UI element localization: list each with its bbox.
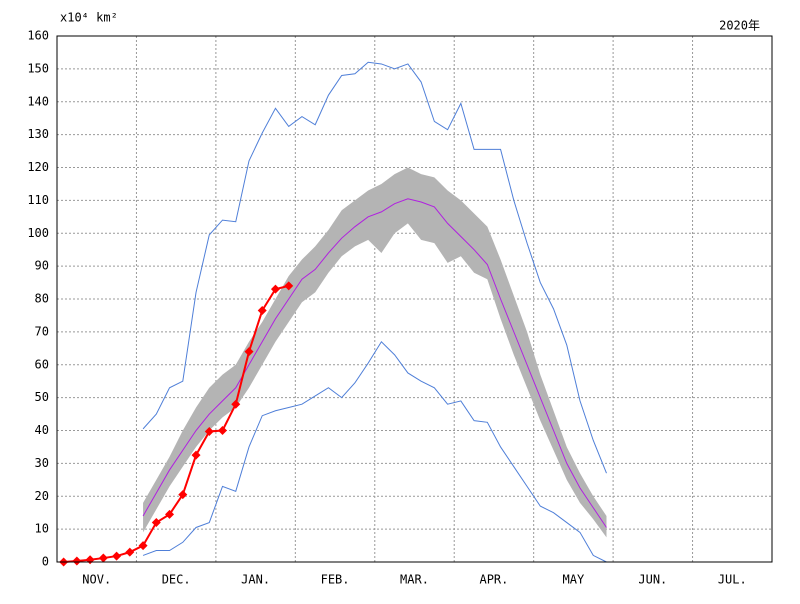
marker — [244, 347, 254, 357]
y-tick-label: 80 — [35, 292, 49, 306]
y-tick-label: 150 — [27, 61, 49, 75]
y-unit-label: x10⁴ km² — [60, 11, 118, 25]
series-line — [142, 198, 607, 528]
marker — [125, 547, 135, 557]
y-tick-label: 50 — [35, 390, 49, 404]
x-tick-label: JAN. — [241, 573, 270, 587]
marker — [165, 509, 175, 519]
x-tick-label: APR. — [479, 573, 508, 587]
series-line — [142, 61, 607, 474]
y-tick-label: 30 — [35, 456, 49, 470]
marker — [257, 306, 267, 316]
y-tick-label: 130 — [27, 127, 49, 141]
y-tick-label: 120 — [27, 160, 49, 174]
marker — [138, 541, 148, 551]
marker — [191, 450, 201, 460]
marker — [72, 556, 82, 566]
marker — [270, 284, 280, 294]
y-tick-label: 90 — [35, 259, 49, 273]
x-tick-label: MAY — [563, 573, 585, 587]
marker — [151, 518, 161, 528]
std-band — [143, 167, 607, 538]
marker — [231, 399, 241, 409]
x-tick-label: NOV. — [82, 573, 111, 587]
marker — [218, 426, 228, 435]
x-tick-label: JUL. — [718, 573, 747, 587]
marker — [178, 490, 188, 500]
x-tick-label: MAR. — [400, 573, 429, 587]
marker — [284, 281, 294, 291]
y-tick-label: 60 — [35, 357, 49, 371]
y-tick-label: 160 — [27, 29, 49, 43]
x-tick-label: JUN. — [638, 573, 667, 587]
x-tick-label: FEB. — [321, 573, 350, 587]
y-tick-label: 0 — [42, 555, 49, 569]
x-tick-label: DEC. — [162, 573, 191, 587]
y-tick-label: 110 — [27, 193, 49, 207]
series-line — [142, 340, 607, 563]
marker — [204, 426, 214, 436]
y-tick-label: 10 — [35, 522, 49, 536]
y-tick-label: 20 — [35, 489, 49, 503]
y-tick-label: 140 — [27, 94, 49, 108]
y-tick-label: 100 — [27, 226, 49, 240]
marker — [98, 553, 108, 563]
y-tick-label: 40 — [35, 423, 49, 437]
plot-frame — [56, 35, 773, 563]
year-label: 2020年 — [719, 19, 760, 33]
marker — [112, 551, 122, 561]
y-tick-label: 70 — [35, 324, 49, 338]
